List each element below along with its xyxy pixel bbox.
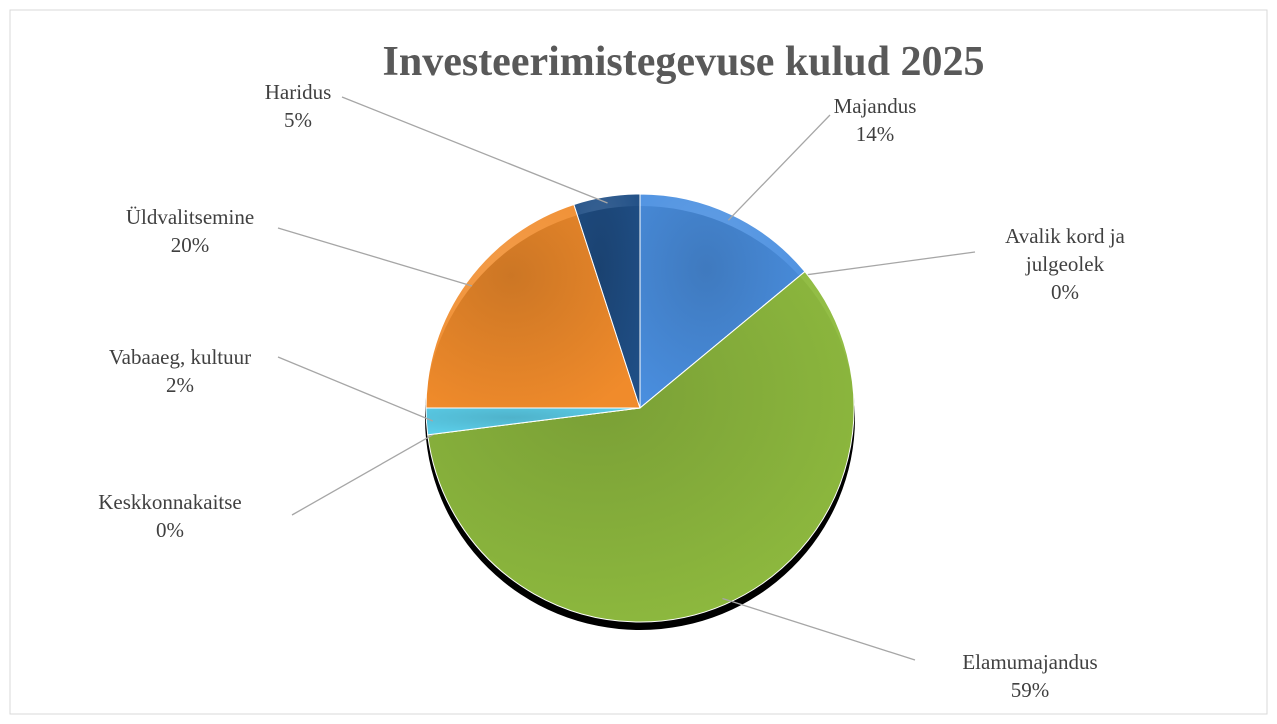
value-label: 0% bbox=[156, 518, 184, 542]
category-label: Avalik kord ja julgeolek bbox=[1005, 224, 1125, 276]
category-label: Keskkonnakaitse bbox=[98, 490, 242, 514]
pie-slice bbox=[573, 193, 641, 409]
category-label: Majandus bbox=[833, 94, 917, 118]
category-label: Vabaaeg, kultuur bbox=[108, 345, 252, 369]
data-label: Üldvalitsemine 20% bbox=[90, 203, 290, 259]
data-label: Elamumajandus 59% bbox=[930, 648, 1130, 704]
value-label: 59% bbox=[1010, 678, 1050, 702]
chart-title: Investeerimistegevuse kulud 2025 bbox=[382, 39, 985, 85]
pie-slice bbox=[427, 270, 855, 623]
data-label: Haridus 5% bbox=[238, 78, 358, 134]
leader-line bbox=[277, 227, 473, 287]
leader-line bbox=[341, 96, 608, 204]
pie-slice bbox=[639, 193, 806, 410]
value-label: 2% bbox=[166, 373, 194, 397]
leader-line bbox=[291, 433, 435, 516]
value-label: 20% bbox=[170, 233, 210, 257]
data-label: Vabaaeg, kultuur 2% bbox=[70, 343, 290, 399]
chart-border bbox=[9, 9, 1268, 715]
value-label: 5% bbox=[284, 108, 312, 132]
leader-line bbox=[722, 597, 916, 661]
value-label: 14% bbox=[855, 122, 895, 146]
category-label: Elamumajandus bbox=[962, 650, 1098, 674]
leader-line bbox=[277, 356, 434, 422]
pie-slice bbox=[425, 203, 641, 409]
leader-line bbox=[727, 114, 831, 221]
data-label: Avalik kord ja julgeolek 0% bbox=[980, 222, 1150, 306]
category-label: Haridus bbox=[264, 80, 332, 104]
data-label: Keskkonnakaitse 0% bbox=[70, 488, 270, 544]
data-label: Majandus 14% bbox=[795, 92, 955, 148]
leader-line bbox=[799, 251, 976, 277]
value-label: 0% bbox=[1051, 280, 1079, 304]
category-label: Üldvalitsemine bbox=[125, 205, 255, 229]
